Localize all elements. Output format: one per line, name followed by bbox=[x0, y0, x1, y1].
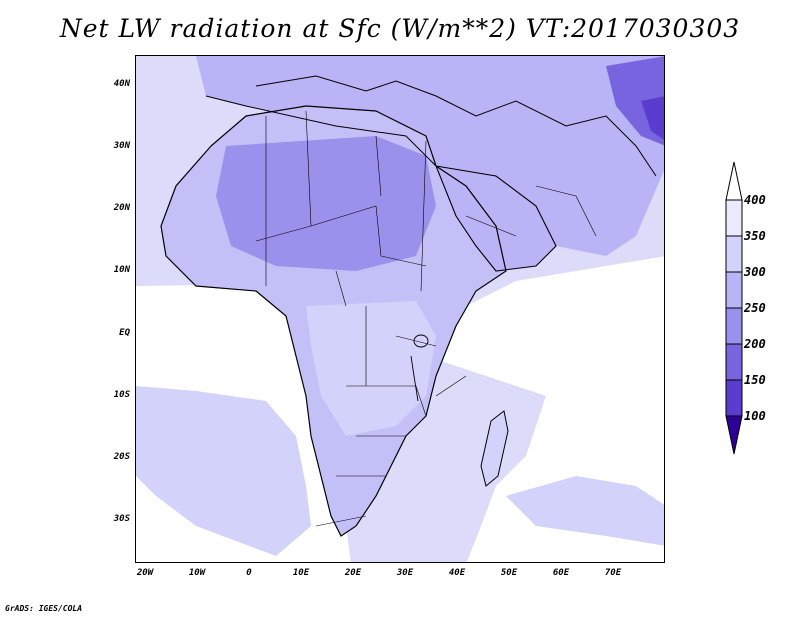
lake-victoria bbox=[413, 334, 429, 348]
colorbar-segment-250 bbox=[725, 307, 743, 345]
colorbar-label-150: 150 bbox=[744, 373, 766, 387]
madagascar-land bbox=[481, 411, 508, 486]
colorbar-segment-150 bbox=[725, 379, 743, 417]
south-atlantic-field bbox=[136, 386, 311, 556]
lat-label-30s: 30S bbox=[113, 514, 130, 524]
lon-label-10e: 10E bbox=[292, 568, 310, 578]
colorbar-segment-200 bbox=[725, 343, 743, 381]
lat-label-40n: 40N bbox=[113, 79, 130, 89]
colorbar bbox=[725, 161, 743, 455]
grads-credit: GrADS: IGES/COLA bbox=[5, 604, 83, 613]
lake-tanganyika bbox=[410, 355, 419, 402]
colorbar-label-200: 200 bbox=[744, 337, 766, 351]
lon-label-30e: 30E bbox=[396, 568, 414, 578]
lat-label-eq: EQ bbox=[119, 328, 130, 338]
central-africa-light bbox=[306, 301, 436, 436]
south-indian-field bbox=[506, 476, 664, 546]
colorbar-segment-350 bbox=[725, 235, 743, 273]
sahara-core bbox=[216, 136, 436, 271]
mediterranean-coast bbox=[205, 75, 657, 177]
radiation-map bbox=[136, 56, 664, 562]
colorbar-label-350: 350 bbox=[744, 229, 766, 243]
lon-label-70e: 70E bbox=[604, 568, 622, 578]
colorbar-label-400: 400 bbox=[744, 193, 766, 207]
colorbar-label-300: 300 bbox=[744, 265, 766, 279]
lon-label-50e: 50E bbox=[500, 568, 518, 578]
map-panel bbox=[135, 55, 665, 563]
colorbar-label-100: 100 bbox=[744, 409, 766, 423]
colorbar-segment-300 bbox=[725, 271, 743, 309]
country-borders bbox=[255, 110, 597, 527]
lon-label-60e: 60E bbox=[552, 568, 570, 578]
arabia-land bbox=[436, 166, 556, 271]
lon-label-20e: 20E bbox=[344, 568, 362, 578]
coastline bbox=[160, 105, 507, 537]
lat-label-30n: 30N bbox=[113, 141, 130, 151]
lat-label-10s: 10S bbox=[113, 390, 130, 400]
map-title: Net LW radiation at Sfc (W/m**2) VT:2017… bbox=[59, 14, 741, 43]
lon-label-10w: 10W bbox=[188, 568, 206, 578]
colorbar-label-250: 250 bbox=[744, 301, 766, 315]
lat-label-20s: 20S bbox=[113, 452, 130, 462]
lon-label-40e: 40E bbox=[448, 568, 466, 578]
colorbar-segment-400 bbox=[725, 199, 743, 237]
lat-label-10n: 10N bbox=[113, 265, 130, 275]
tibet-core bbox=[641, 96, 664, 140]
lat-label-20n: 20N bbox=[113, 203, 130, 213]
arabia-coastline bbox=[435, 165, 557, 272]
colorbar-top-arrow bbox=[725, 161, 743, 201]
colorbar-bottom-arrow bbox=[725, 415, 743, 455]
madagascar-coastline bbox=[480, 410, 509, 487]
lon-label-20w: 20W bbox=[136, 568, 154, 578]
lon-label-0: 0 bbox=[246, 568, 252, 578]
